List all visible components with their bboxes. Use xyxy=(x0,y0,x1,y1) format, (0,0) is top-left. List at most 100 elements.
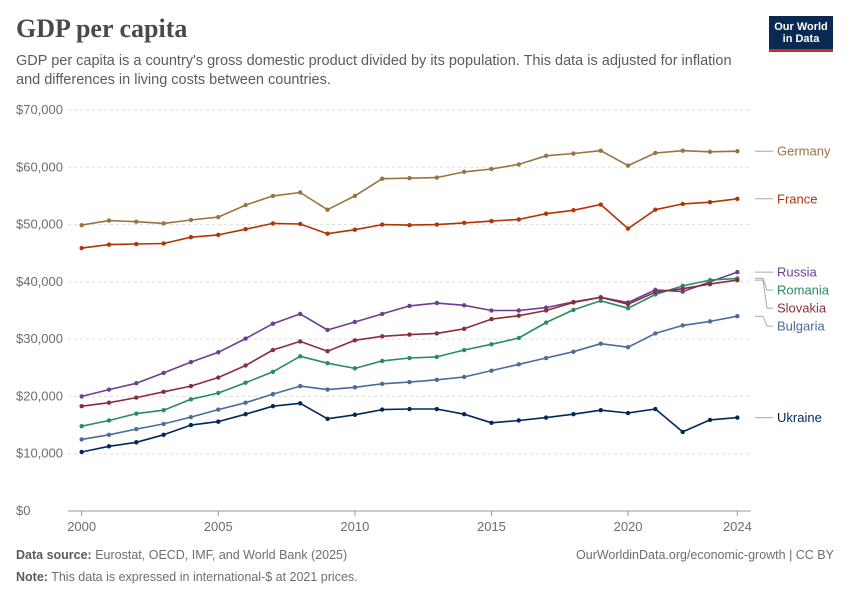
data-point-romania[interactable] xyxy=(543,320,549,325)
data-point-slovakia[interactable] xyxy=(735,277,740,283)
data-point-slovakia[interactable] xyxy=(543,308,549,313)
data-point-france[interactable] xyxy=(407,222,412,228)
data-point-france[interactable] xyxy=(543,211,549,216)
data-point-ukraine[interactable] xyxy=(188,422,194,428)
data-point-russia[interactable] xyxy=(325,327,330,333)
data-point-bulgaria[interactable] xyxy=(298,383,303,389)
data-point-slovakia[interactable] xyxy=(216,375,221,380)
data-point-france[interactable] xyxy=(489,218,494,224)
data-point-romania[interactable] xyxy=(379,358,385,364)
series-label-romania[interactable]: Romania xyxy=(777,283,830,298)
data-point-france[interactable] xyxy=(707,200,713,205)
data-point-bulgaria[interactable] xyxy=(735,314,740,319)
data-point-bulgaria[interactable] xyxy=(270,391,276,397)
data-point-romania[interactable] xyxy=(243,380,248,385)
data-point-germany[interactable] xyxy=(680,148,685,153)
data-point-slovakia[interactable] xyxy=(243,363,248,368)
data-point-russia[interactable] xyxy=(489,308,494,313)
data-point-germany[interactable] xyxy=(625,163,631,168)
data-point-ukraine[interactable] xyxy=(325,416,330,421)
data-point-germany[interactable] xyxy=(216,214,221,220)
data-point-slovakia[interactable] xyxy=(352,338,358,343)
data-point-romania[interactable] xyxy=(79,424,84,429)
data-point-slovakia[interactable] xyxy=(325,348,330,354)
data-point-bulgaria[interactable] xyxy=(571,349,576,354)
data-point-russia[interactable] xyxy=(134,381,139,386)
data-point-romania[interactable] xyxy=(407,355,412,361)
data-point-bulgaria[interactable] xyxy=(216,407,221,412)
data-point-romania[interactable] xyxy=(161,407,166,413)
series-line-slovakia[interactable] xyxy=(81,279,738,407)
data-point-slovakia[interactable] xyxy=(270,347,276,353)
data-point-germany[interactable] xyxy=(461,169,467,175)
data-point-romania[interactable] xyxy=(325,361,330,366)
data-point-romania[interactable] xyxy=(188,397,194,402)
owid-logo[interactable]: Our World in Data xyxy=(769,16,833,52)
data-point-ukraine[interactable] xyxy=(543,415,549,420)
data-point-bulgaria[interactable] xyxy=(489,368,494,373)
data-point-slovakia[interactable] xyxy=(161,389,166,395)
data-point-bulgaria[interactable] xyxy=(161,421,166,427)
data-point-romania[interactable] xyxy=(216,390,221,396)
data-point-romania[interactable] xyxy=(625,306,631,311)
data-point-germany[interactable] xyxy=(298,190,303,195)
data-point-bulgaria[interactable] xyxy=(653,331,658,336)
data-point-france[interactable] xyxy=(188,234,194,240)
data-point-ukraine[interactable] xyxy=(298,401,303,406)
data-point-ukraine[interactable] xyxy=(79,449,84,455)
data-point-bulgaria[interactable] xyxy=(325,387,330,392)
data-point-slovakia[interactable] xyxy=(516,313,521,318)
data-point-ukraine[interactable] xyxy=(106,444,112,449)
data-point-germany[interactable] xyxy=(270,193,276,199)
data-point-ukraine[interactable] xyxy=(735,415,740,420)
data-point-germany[interactable] xyxy=(243,202,248,208)
data-point-ukraine[interactable] xyxy=(707,417,713,423)
data-point-slovakia[interactable] xyxy=(79,403,84,409)
data-point-slovakia[interactable] xyxy=(407,332,412,337)
data-point-russia[interactable] xyxy=(79,394,84,399)
data-point-russia[interactable] xyxy=(243,336,248,341)
data-point-germany[interactable] xyxy=(571,151,576,156)
data-point-bulgaria[interactable] xyxy=(79,437,84,442)
data-point-bulgaria[interactable] xyxy=(707,319,713,324)
data-point-bulgaria[interactable] xyxy=(243,400,248,405)
data-point-bulgaria[interactable] xyxy=(352,385,358,390)
data-point-bulgaria[interactable] xyxy=(134,426,139,432)
data-point-ukraine[interactable] xyxy=(243,411,248,417)
data-point-russia[interactable] xyxy=(298,311,303,317)
data-point-france[interactable] xyxy=(680,201,685,207)
data-point-germany[interactable] xyxy=(161,221,166,226)
data-point-romania[interactable] xyxy=(434,354,440,360)
data-point-slovakia[interactable] xyxy=(379,334,385,339)
data-point-russia[interactable] xyxy=(106,387,112,392)
data-point-russia[interactable] xyxy=(161,370,166,376)
data-point-france[interactable] xyxy=(735,196,740,201)
data-point-romania[interactable] xyxy=(516,335,521,341)
series-label-russia[interactable]: Russia xyxy=(777,265,818,280)
data-point-russia[interactable] xyxy=(216,350,221,355)
data-point-romania[interactable] xyxy=(707,277,713,283)
data-point-france[interactable] xyxy=(298,221,303,227)
data-point-romania[interactable] xyxy=(134,411,139,416)
data-point-ukraine[interactable] xyxy=(571,411,576,417)
data-point-france[interactable] xyxy=(325,231,330,236)
data-point-russia[interactable] xyxy=(735,269,740,275)
data-point-bulgaria[interactable] xyxy=(188,414,194,420)
data-point-germany[interactable] xyxy=(489,166,494,172)
series-label-germany[interactable]: Germany xyxy=(777,144,831,159)
data-point-bulgaria[interactable] xyxy=(543,355,549,361)
data-point-france[interactable] xyxy=(379,222,385,227)
data-point-bulgaria[interactable] xyxy=(598,341,603,346)
data-point-germany[interactable] xyxy=(543,153,549,159)
data-point-ukraine[interactable] xyxy=(216,419,221,424)
data-point-romania[interactable] xyxy=(106,418,112,423)
data-point-bulgaria[interactable] xyxy=(461,374,467,380)
data-point-slovakia[interactable] xyxy=(134,395,139,400)
data-point-slovakia[interactable] xyxy=(571,300,576,305)
data-point-ukraine[interactable] xyxy=(352,412,358,417)
data-point-romania[interactable] xyxy=(298,354,303,359)
data-point-ukraine[interactable] xyxy=(379,407,385,412)
data-point-russia[interactable] xyxy=(516,308,521,313)
data-point-ukraine[interactable] xyxy=(407,406,412,412)
data-point-ukraine[interactable] xyxy=(680,429,685,435)
